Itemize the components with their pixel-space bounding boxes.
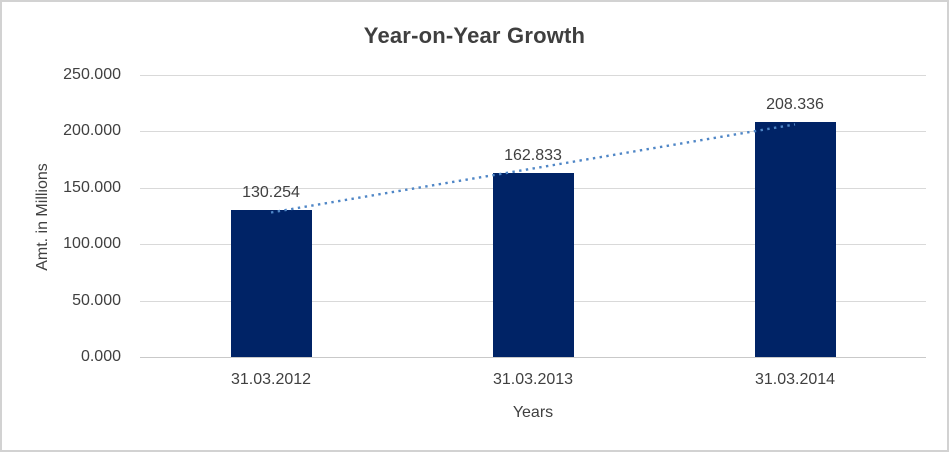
x-tick-label: 31.03.2013 <box>492 371 574 388</box>
bar-31.03.2014 <box>754 122 836 357</box>
y-axis-tick-labels: 250.000 200.000 150.000 100.000 50.000 0.000 <box>2 66 121 365</box>
trendline-dotted-line <box>270 123 796 214</box>
gridline <box>140 75 926 76</box>
y-tick-label: 0.000 <box>80 348 121 365</box>
data-label: 130.254 <box>242 184 300 202</box>
bar-31.03.2012 <box>230 210 312 357</box>
y-tick-label: 200.000 <box>63 122 121 140</box>
chart-title: Year-on-Year Growth <box>363 23 586 48</box>
x-axis-tick-labels: 31.03.2012 31.03.2013 31.03.2014 <box>140 371 926 393</box>
x-tick-label: 31.03.2012 <box>230 371 312 388</box>
x-tick-label: 31.03.2014 <box>754 371 836 388</box>
data-label: 162.833 <box>504 147 562 165</box>
y-tick-label: 250.000 <box>63 66 121 83</box>
y-tick-label: 150.000 <box>63 178 121 196</box>
plot-area: 130.254 162.833 208.336 <box>140 75 926 358</box>
data-label: 208.336 <box>766 96 824 113</box>
y-tick-label: 50.000 <box>72 291 121 309</box>
bar-31.03.2013 <box>492 173 574 357</box>
y-tick-label: 100.000 <box>63 235 121 253</box>
trendline <box>270 123 796 214</box>
gridline <box>140 357 926 358</box>
x-axis-title: Years <box>512 404 554 421</box>
gridline <box>140 131 926 133</box>
